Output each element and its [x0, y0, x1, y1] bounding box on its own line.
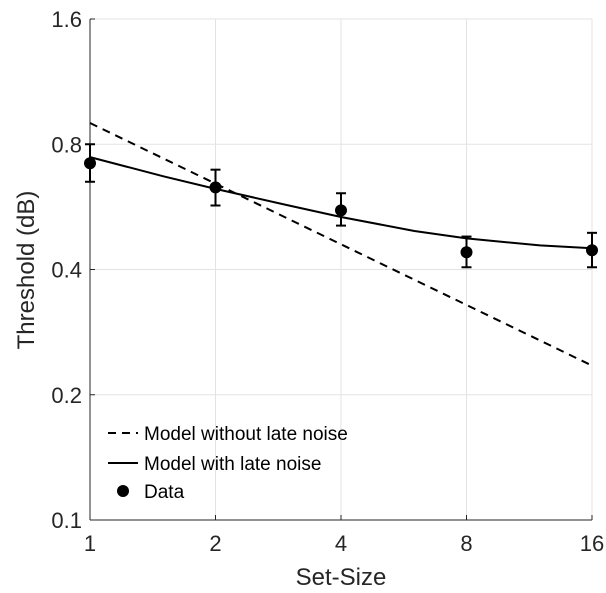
data-marker	[84, 157, 96, 170]
data-marker	[335, 204, 347, 217]
data-point	[209, 168, 222, 207]
x-tick-label: 1	[84, 531, 96, 556]
data-marker	[586, 244, 598, 257]
data-marker	[460, 246, 473, 259]
legend-label-model-with-late-noise: Model with late noise	[144, 454, 321, 475]
data-point	[84, 143, 96, 183]
legend-swatch-data	[117, 485, 129, 497]
legend: Model without late noise Model with late…	[108, 424, 348, 503]
x-axis-title: Set-Size	[296, 564, 387, 591]
y-axis-title: Threshold (dB)	[13, 191, 40, 350]
ticks: 1 2 4 8 16 0.1 0.2 0.4 0.8 1.6	[51, 7, 604, 556]
x-tick-label: 4	[335, 531, 347, 556]
x-tick-label: 8	[460, 531, 472, 556]
series-line-model-without-late-noise	[89, 122, 593, 367]
y-tick-label: 0.2	[51, 383, 82, 408]
y-tick-label: 0.1	[51, 508, 82, 533]
y-tick-label: 1.6	[51, 7, 82, 32]
y-tick-label: 0.8	[51, 132, 82, 157]
x-tick-label: 16	[580, 531, 604, 556]
y-tick-label: 0.4	[51, 258, 82, 283]
legend-label-data: Data	[144, 482, 185, 503]
data-point	[586, 231, 598, 269]
series-layer	[84, 122, 598, 367]
data-marker	[209, 181, 222, 194]
legend-label-model-without-late-noise: Model without late noise	[144, 424, 348, 445]
x-tick-label: 2	[209, 531, 221, 556]
data-point	[460, 235, 473, 269]
data-point	[335, 192, 347, 227]
